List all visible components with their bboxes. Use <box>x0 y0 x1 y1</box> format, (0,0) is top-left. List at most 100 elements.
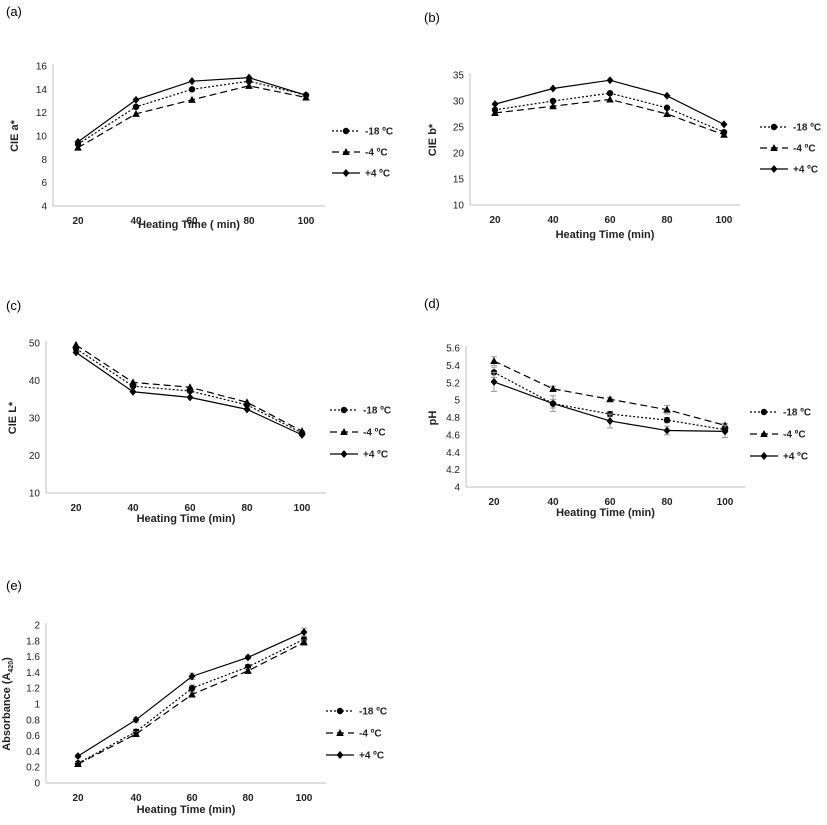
y-tick-label: 1.4 <box>26 668 40 679</box>
x-axis-title: Heating Time (min) <box>556 507 655 519</box>
y-tick-label: 5.2 <box>446 378 460 389</box>
legend-marker <box>336 729 344 736</box>
x-tick-label: 80 <box>661 215 673 226</box>
series-line <box>77 80 307 145</box>
data-point <box>721 427 729 436</box>
x-tick-label: 60 <box>186 216 198 227</box>
legend-item: -18 ºC <box>332 127 393 138</box>
y-axis-title: CIE a* <box>9 119 21 152</box>
data-point <box>188 95 196 103</box>
y-tick-label: 10 <box>29 489 41 500</box>
panel-label-b: (b) <box>424 10 440 25</box>
y-tick-label: 12 <box>36 108 48 119</box>
panel-label-a: (a) <box>6 4 22 19</box>
series-2 <box>74 81 310 151</box>
legend-marker <box>770 144 778 151</box>
legend-label: -18 ºC <box>793 123 821 134</box>
y-tick-label: 20 <box>29 451 41 462</box>
x-axis-title: Heating Time (min) <box>556 229 655 241</box>
legend-marker <box>340 406 348 414</box>
data-point <box>244 666 252 674</box>
legend-marker <box>340 450 348 458</box>
data-point <box>549 97 557 105</box>
data-point <box>132 95 140 104</box>
y-tick-label: 1.6 <box>26 652 40 663</box>
legend-marker <box>340 428 348 435</box>
legend-marker <box>342 148 350 155</box>
y-tick-label: 0.6 <box>26 731 40 742</box>
legend-marker <box>770 123 778 131</box>
legend-item: +4 ºC <box>750 452 808 463</box>
x-axis-title: Heating Time ( min) <box>138 219 240 231</box>
y-tick-label: 1.2 <box>26 684 40 695</box>
panel-label-d: (d) <box>424 296 440 311</box>
data-point <box>491 108 499 116</box>
legend-label: -4 ºC <box>359 729 382 740</box>
x-tick-label: 40 <box>127 503 139 514</box>
y-tick-label: 35 <box>453 71 465 82</box>
y-axis-title: Absorbance (A420) <box>1 657 15 751</box>
legend-item: -4 ºC <box>330 428 386 439</box>
legend-item: -18 ºC <box>326 707 387 718</box>
x-tick-label: 20 <box>489 215 501 226</box>
series-3 <box>74 73 310 146</box>
x-tick-label: 100 <box>296 793 313 804</box>
data-point <box>188 685 196 692</box>
data-point <box>720 130 728 138</box>
y-tick-label: 0 <box>34 779 40 790</box>
y-tick-label: 1 <box>34 700 40 711</box>
data-point <box>129 387 137 396</box>
legend-label: -4 ºC <box>363 428 386 439</box>
y-tick-label: 16 <box>36 62 48 73</box>
y-axis-title-end: ) <box>1 657 13 661</box>
y-tick-label: 30 <box>29 414 41 425</box>
data-point <box>188 77 196 86</box>
series-2 <box>491 95 728 138</box>
y-tick-label: 5.6 <box>446 344 460 355</box>
data-point <box>606 416 614 425</box>
x-tick-label: 60 <box>604 215 616 226</box>
y-tick-label: 14 <box>36 85 48 96</box>
data-point <box>298 430 306 439</box>
series-line <box>77 638 305 764</box>
y-tick-label: 30 <box>453 97 465 108</box>
legend-label: -4 ºC <box>793 144 816 155</box>
x-tick-label: 100 <box>298 216 315 227</box>
y-axis-title-subscript: 420 <box>8 661 15 673</box>
x-tick-label: 100 <box>294 503 311 514</box>
x-tick-label: 80 <box>242 793 254 804</box>
data-point <box>663 405 671 413</box>
data-point <box>132 715 140 724</box>
data-point <box>74 752 82 761</box>
data-point <box>243 398 251 406</box>
series-1 <box>74 635 308 767</box>
x-tick-label: 80 <box>241 503 253 514</box>
legend-marker <box>342 127 350 135</box>
legend-item: +4 ºC <box>330 450 388 461</box>
data-point <box>188 86 196 93</box>
legend-item: -18 ºC <box>750 408 811 419</box>
x-tick-label: 20 <box>72 216 84 227</box>
legend-marker <box>760 408 768 416</box>
x-tick-label: 40 <box>130 793 142 804</box>
x-tick-label: 20 <box>72 793 84 804</box>
y-tick-label: 1.8 <box>26 636 40 647</box>
data-point <box>129 378 137 386</box>
legend-label: +4 ºC <box>783 452 808 463</box>
x-tick-label: 40 <box>547 215 559 226</box>
data-point <box>606 95 614 103</box>
y-tick-label: 5.4 <box>446 361 460 372</box>
series-line <box>77 641 305 765</box>
x-tick-label: 100 <box>717 497 734 508</box>
data-point <box>298 427 306 435</box>
y-tick-label: 20 <box>453 149 465 160</box>
legend-label: -4 ºC <box>783 430 806 441</box>
legend-marker <box>336 751 344 759</box>
data-point <box>300 638 308 646</box>
data-point <box>132 109 140 117</box>
legend-marker <box>760 430 768 437</box>
legend-item: -4 ºC <box>760 144 816 155</box>
data-point <box>245 73 253 82</box>
